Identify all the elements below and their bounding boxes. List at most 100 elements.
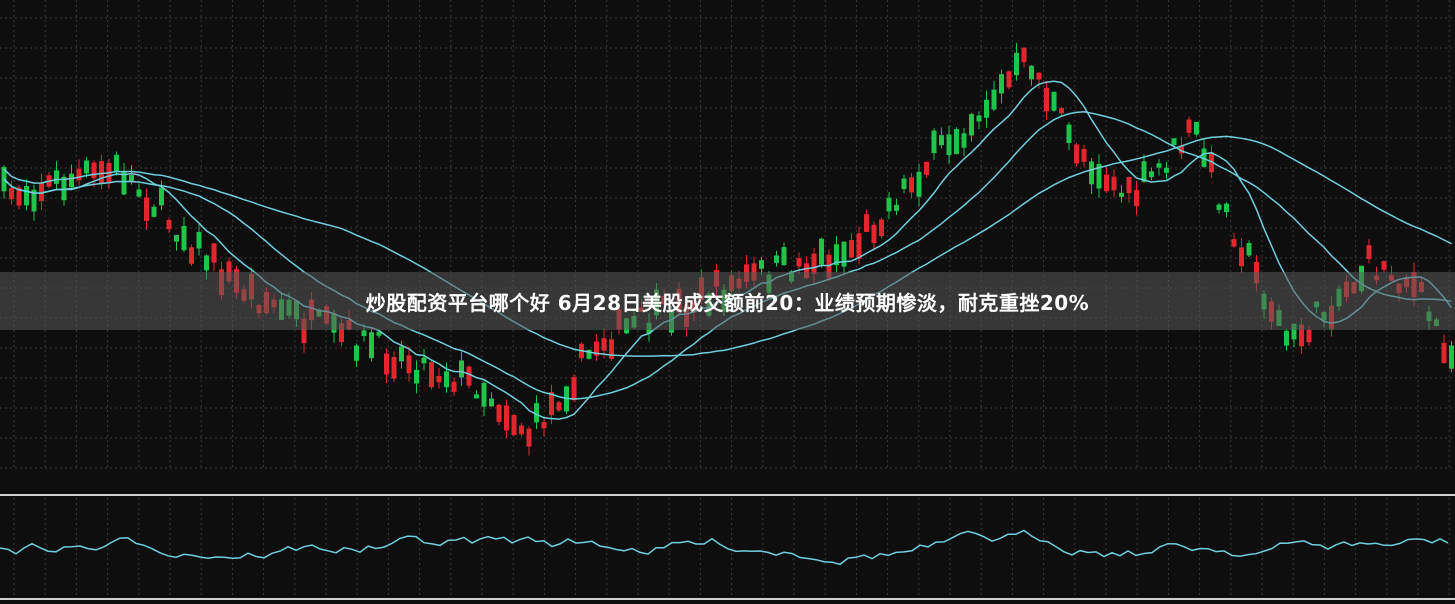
candle-body [399, 346, 404, 362]
candle-body [1449, 345, 1454, 369]
candle-body [999, 74, 1004, 94]
candle-body [594, 341, 599, 356]
candle-body [1111, 176, 1117, 191]
candle-body [196, 232, 202, 249]
candle-body [1171, 138, 1177, 145]
candle-body [16, 187, 22, 206]
candle-body [226, 261, 232, 282]
candle-body [511, 415, 517, 436]
candle-body [174, 235, 179, 242]
candle-body [609, 339, 614, 360]
candle-body [954, 129, 959, 155]
candle-body [774, 255, 779, 263]
candle-body [586, 349, 592, 359]
candle-body [1134, 189, 1139, 207]
candle-body [69, 173, 74, 188]
candle-body [451, 381, 457, 392]
candle-body [946, 134, 952, 156]
candle-body [571, 376, 577, 401]
candle-body [931, 130, 937, 154]
candle-body [1366, 245, 1372, 260]
candle-body [361, 330, 367, 337]
candle-body [781, 247, 787, 266]
candle-body [1299, 324, 1304, 347]
candle-body [1066, 124, 1072, 144]
candle-body [9, 187, 14, 200]
candle-body [1059, 108, 1064, 114]
candle-body [1239, 247, 1244, 267]
candle-body [601, 338, 607, 351]
candle-body [984, 99, 989, 118]
candle-body [961, 133, 967, 148]
candle-body [54, 170, 59, 184]
candle-body [534, 403, 539, 423]
candle-body [159, 187, 164, 206]
candle-body [99, 161, 104, 185]
title: 炒股配资平台哪个好 6月28日美股成交额前20：业绩预期惨淡，耐克重挫20% [365, 290, 1090, 315]
candle-body [1149, 171, 1154, 178]
candle-body [151, 206, 157, 217]
candle-body [1231, 239, 1237, 247]
candle-body [1036, 72, 1042, 80]
candle-body [91, 162, 97, 179]
candle-body [819, 238, 824, 265]
candle-body [144, 197, 149, 221]
candle-body [121, 171, 127, 195]
candle-body [24, 186, 29, 206]
candle-body [1194, 121, 1199, 135]
candle-body [901, 178, 907, 189]
candle-body [894, 204, 899, 211]
candle-body [526, 428, 532, 447]
candle-body [436, 376, 442, 383]
title-banner: 炒股配资平台哪个好 6月28日美股成交额前20：业绩预期惨淡，耐克重挫20% [0, 272, 1455, 330]
candle-body [549, 392, 554, 416]
candle-body [301, 319, 307, 344]
candle-body [804, 263, 809, 279]
candle-body [1201, 148, 1207, 167]
candle-body [189, 247, 194, 264]
candle-body [909, 177, 914, 193]
candle-body [181, 225, 187, 251]
candle-body [474, 394, 479, 399]
candle-body [849, 239, 854, 258]
moving-average [3, 80, 1453, 420]
candle-body [1156, 163, 1162, 168]
candle-body [886, 197, 892, 212]
candle-body [459, 360, 464, 378]
candle-body [376, 331, 382, 336]
candle-body [339, 323, 344, 343]
candle-body [384, 353, 389, 375]
candle-body [1291, 323, 1297, 340]
candle-body [1164, 167, 1169, 173]
candle-body [1441, 342, 1447, 364]
candle-body [939, 135, 944, 146]
candle-body [421, 357, 427, 364]
candle-body [1104, 174, 1109, 192]
candle-body [204, 255, 209, 271]
candle-body [826, 254, 832, 279]
candle-body [1021, 47, 1027, 63]
candle-body [136, 189, 142, 197]
candle-body [1284, 330, 1289, 346]
candle-body [496, 404, 502, 422]
candle-body [76, 168, 82, 181]
candle-body [976, 115, 982, 122]
candle-body [369, 332, 374, 359]
candle-body [444, 371, 449, 388]
candle-body [1096, 163, 1102, 189]
candle-body [166, 220, 172, 230]
candle-body [1014, 52, 1019, 76]
candle-body [429, 362, 434, 388]
candle-body [1044, 87, 1049, 112]
candle-body [841, 241, 847, 267]
candle-body [1179, 145, 1184, 154]
candle-body [811, 253, 817, 274]
candle-body [391, 357, 397, 379]
candle-body [1089, 161, 1094, 185]
candle-body [751, 263, 757, 281]
candle-body [1029, 65, 1034, 80]
moving-average [3, 110, 1452, 400]
candle-body [856, 233, 862, 259]
candle-body [916, 171, 922, 197]
candle-body [541, 421, 547, 429]
